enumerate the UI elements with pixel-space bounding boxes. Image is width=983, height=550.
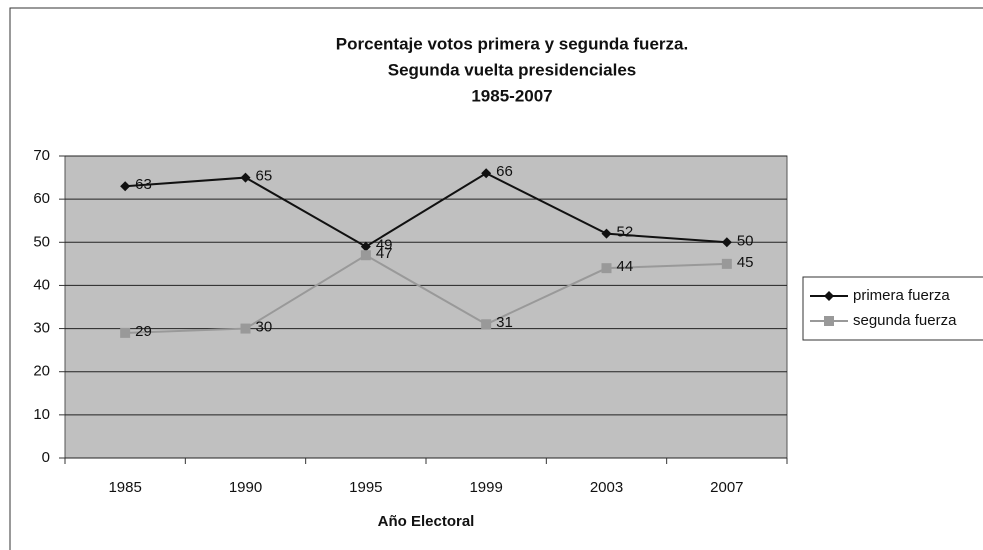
point-marker: [601, 263, 612, 274]
legend-marker: [824, 291, 834, 301]
data-label: 50: [737, 232, 754, 249]
data-label: 65: [256, 168, 273, 185]
x-tick-label: 1985: [108, 479, 141, 496]
data-label: 44: [617, 258, 634, 275]
legend-marker: [824, 316, 834, 326]
chart-title: Segunda vuelta presidenciales: [388, 60, 636, 79]
point-marker: [721, 258, 732, 269]
data-label: 49: [376, 237, 393, 254]
data-label: 29: [135, 323, 152, 340]
data-label: 45: [737, 254, 754, 271]
point-marker: [360, 241, 371, 252]
point-marker: [481, 319, 492, 330]
series-line: [125, 172, 727, 248]
point-marker: [120, 181, 131, 192]
point-marker: [120, 327, 131, 338]
legend-label: segunda fuerza: [853, 312, 957, 329]
x-tick-label: 2007: [710, 479, 743, 496]
plot-area: [64, 155, 788, 459]
data-label: 66: [496, 163, 513, 180]
point-marker: [240, 172, 251, 183]
data-label: 52: [617, 224, 634, 241]
series-line: [125, 254, 727, 334]
y-tick-label: 20: [33, 363, 50, 380]
y-tick-label: 70: [33, 147, 50, 164]
point-marker: [601, 228, 612, 239]
point-marker: [721, 237, 732, 248]
legend-label: primera fuerza: [853, 287, 950, 304]
point-marker: [240, 323, 251, 334]
y-tick-label: 30: [33, 320, 50, 337]
legend-box: [802, 276, 983, 341]
data-label: 47: [376, 245, 393, 262]
point-marker: [360, 250, 371, 261]
y-tick-label: 40: [33, 276, 50, 293]
data-label: 31: [496, 314, 513, 331]
data-label: 30: [256, 319, 273, 336]
data-label: 63: [135, 176, 152, 193]
y-tick-label: 50: [33, 233, 50, 250]
y-tick-label: 10: [33, 406, 50, 423]
chart-title: 1985-2007: [471, 86, 552, 105]
chart-title: Porcentaje votos primera y segunda fuerz…: [336, 34, 688, 53]
x-axis-label: Año Electoral: [378, 513, 475, 530]
x-tick-label: 1999: [469, 479, 502, 496]
x-tick-label: 1990: [229, 479, 262, 496]
x-tick-label: 1995: [349, 479, 382, 496]
point-marker: [481, 168, 492, 179]
x-tick-label: 2003: [590, 479, 623, 496]
y-tick-label: 0: [42, 449, 50, 466]
y-tick-label: 60: [33, 190, 50, 207]
